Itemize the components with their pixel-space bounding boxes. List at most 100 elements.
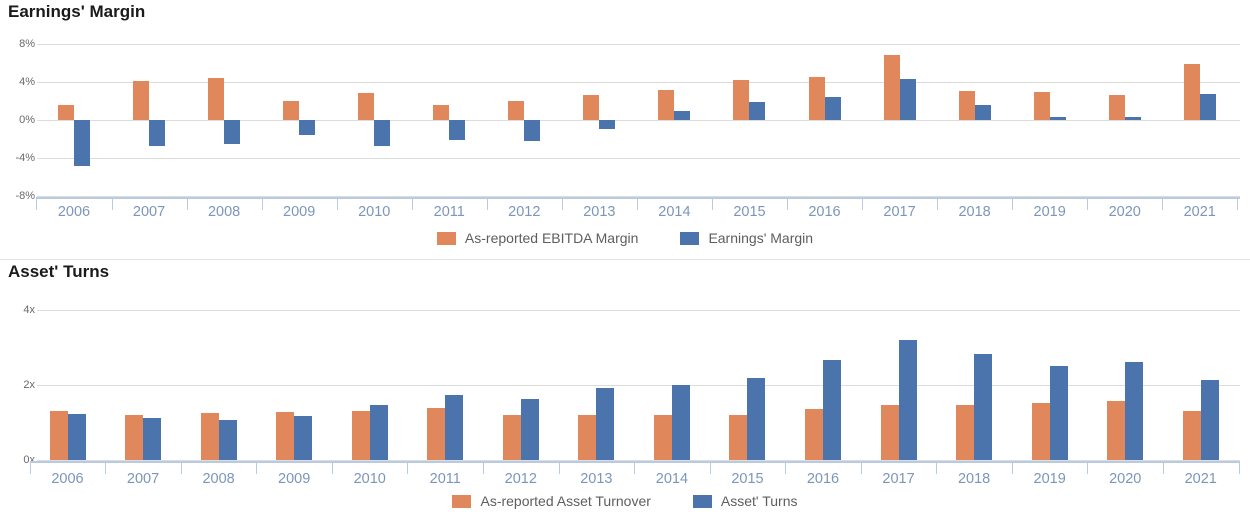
y-axis-tick-label-4x: 4x	[23, 304, 35, 316]
asset-turns-chart-title: Asset' Turns	[8, 262, 110, 281]
x-axis-tick	[786, 197, 788, 210]
x-axis-year-label-2020: 2020	[1109, 471, 1142, 487]
legend-label-as-reported-asset-turnover: As-reported Asset Turnover	[480, 493, 651, 509]
x-axis-tick	[105, 461, 107, 474]
bar-as-reported-ebitda-margin-2010	[358, 93, 375, 120]
bar-as-reported-asset-turnover-2010	[351, 411, 370, 460]
bar-as-reported-ebitda-margin-2019	[1033, 91, 1050, 120]
bar-as-reported-asset-turnover-2020	[1107, 400, 1126, 460]
x-axis-year-label-2017: 2017	[882, 471, 915, 487]
legend-label-as-reported-ebitda-margin: As-reported EBITDA Margin	[464, 230, 639, 246]
x-axis-tick	[862, 197, 864, 210]
x-axis-tick	[1012, 197, 1014, 210]
x-axis-tick	[486, 197, 488, 210]
y-axis-tick-label-4: 4%	[19, 76, 35, 88]
x-axis-line	[36, 197, 1240, 199]
gridline-2x	[37, 385, 1240, 386]
x-axis-year-label-2014: 2014	[655, 471, 689, 487]
y-axis-tick-label-2x: 2x	[23, 379, 35, 391]
x-axis-year-label-2009: 2009	[278, 471, 311, 487]
x-axis-year-label-2014: 2014	[658, 204, 691, 220]
bar-as-reported-asset-turnover-2009	[276, 412, 295, 460]
x-axis-year-label-2009: 2009	[283, 204, 316, 220]
bar-asset-turns-2007	[143, 418, 162, 460]
bar-earnings-margin-2016	[824, 97, 841, 120]
x-axis-year-label-2017: 2017	[883, 204, 916, 220]
gridline-0x	[37, 460, 1240, 461]
x-axis-year-label-2011: 2011	[433, 204, 465, 220]
bar-as-reported-asset-turnover-2021	[1182, 411, 1201, 460]
x-axis-tick	[261, 197, 263, 210]
x-axis-tick	[1162, 197, 1164, 210]
bar-earnings-margin-2010	[374, 120, 391, 146]
x-axis-year-label-2021: 2021	[1183, 204, 1216, 220]
y-axis-tick-label-0: 0%	[19, 114, 35, 126]
earnings-margin-chart-title: Earnings' Margin	[8, 2, 146, 21]
gridline-4	[37, 158, 1240, 159]
x-axis-year-label-2006: 2006	[57, 204, 91, 220]
bar-as-reported-asset-turnover-2012	[502, 415, 521, 460]
legend-label-asset-turns: Asset' Turns	[720, 493, 798, 509]
x-axis-year-label-2012: 2012	[508, 204, 541, 220]
bar-earnings-margin-2013	[599, 120, 616, 129]
x-axis-year-label-2010: 2010	[358, 204, 391, 220]
x-axis-tick	[1011, 461, 1013, 474]
bar-as-reported-ebitda-margin-2013	[583, 95, 600, 120]
bar-earnings-margin-2014	[674, 110, 691, 120]
x-axis-year-label-2007: 2007	[126, 471, 160, 487]
bar-asset-turns-2021	[1200, 380, 1219, 460]
bar-earnings-margin-2012	[524, 120, 541, 141]
x-axis-tick	[186, 197, 188, 210]
bar-as-reported-ebitda-margin-2007	[133, 81, 150, 120]
y-axis-tick-label-8: 8%	[19, 38, 35, 50]
x-axis-year-label-2021: 2021	[1184, 471, 1217, 487]
x-axis-tick	[256, 461, 258, 474]
bar-as-reported-asset-turnover-2007	[125, 414, 144, 460]
bar-asset-turns-2012	[520, 399, 539, 460]
bar-earnings-margin-2021	[1199, 94, 1216, 120]
legend-swatch-as-reported-asset-turnover	[452, 495, 472, 508]
x-axis-tick	[180, 461, 182, 474]
legend-swatch-as-reported-ebitda-margin	[436, 232, 456, 245]
bar-as-reported-ebitda-margin-2018	[958, 90, 975, 120]
bar-as-reported-asset-turnover-2006	[49, 411, 68, 460]
bar-asset-turns-2008	[218, 419, 237, 460]
y-axis-tick-label-4: -4%	[15, 152, 35, 164]
legend-item-asset-turns: Asset' Turns	[692, 493, 798, 509]
bar-as-reported-ebitda-margin-2006	[58, 104, 74, 120]
bar-as-reported-ebitda-margin-2009	[283, 101, 300, 120]
x-axis-tick	[331, 461, 333, 474]
bar-earnings-margin-2015	[749, 101, 766, 120]
bar-as-reported-asset-turnover-2016	[805, 409, 823, 460]
bar-as-reported-ebitda-margin-2015	[733, 80, 750, 120]
x-axis-year-label-2008: 2008	[202, 471, 235, 487]
legend-item-earnings-margin: Earnings' Margin	[680, 231, 813, 246]
x-axis-tick	[860, 461, 862, 474]
bar-asset-turns-2013	[596, 388, 615, 460]
bar-earnings-margin-2020	[1124, 117, 1141, 120]
x-axis-year-label-2015: 2015	[731, 471, 764, 487]
bar-as-reported-asset-turnover-2011	[427, 408, 446, 460]
bar-asset-turns-2016	[823, 360, 841, 460]
x-axis-tick	[937, 197, 939, 210]
earnings-margin-legend: As-reported EBITDA Margin Earnings' Marg…	[0, 230, 1250, 247]
x-axis-year-label-2018: 2018	[958, 204, 991, 220]
x-axis-tick	[936, 461, 938, 474]
x-axis-tick	[1087, 461, 1089, 474]
bar-asset-turns-2011	[445, 394, 464, 460]
x-axis-tick	[336, 197, 338, 210]
bar-asset-turns-2019	[1049, 366, 1068, 460]
x-axis-year-label-2011: 2011	[429, 471, 461, 487]
x-axis-tick	[1238, 461, 1240, 474]
asset-turns-legend: As-reported Asset Turnover Asset' Turns	[0, 493, 1250, 510]
x-axis-year-label-2006: 2006	[51, 471, 84, 487]
bar-earnings-margin-2006	[74, 120, 90, 166]
x-axis-tick	[111, 197, 113, 210]
bar-earnings-margin-2011	[449, 120, 466, 140]
x-axis-tick	[36, 197, 38, 210]
legend-swatch-earnings-margin	[680, 232, 700, 245]
x-axis-tick	[1087, 197, 1089, 210]
x-axis-tick	[561, 197, 563, 210]
y-axis-tick-label-0x: 0x	[23, 454, 35, 466]
